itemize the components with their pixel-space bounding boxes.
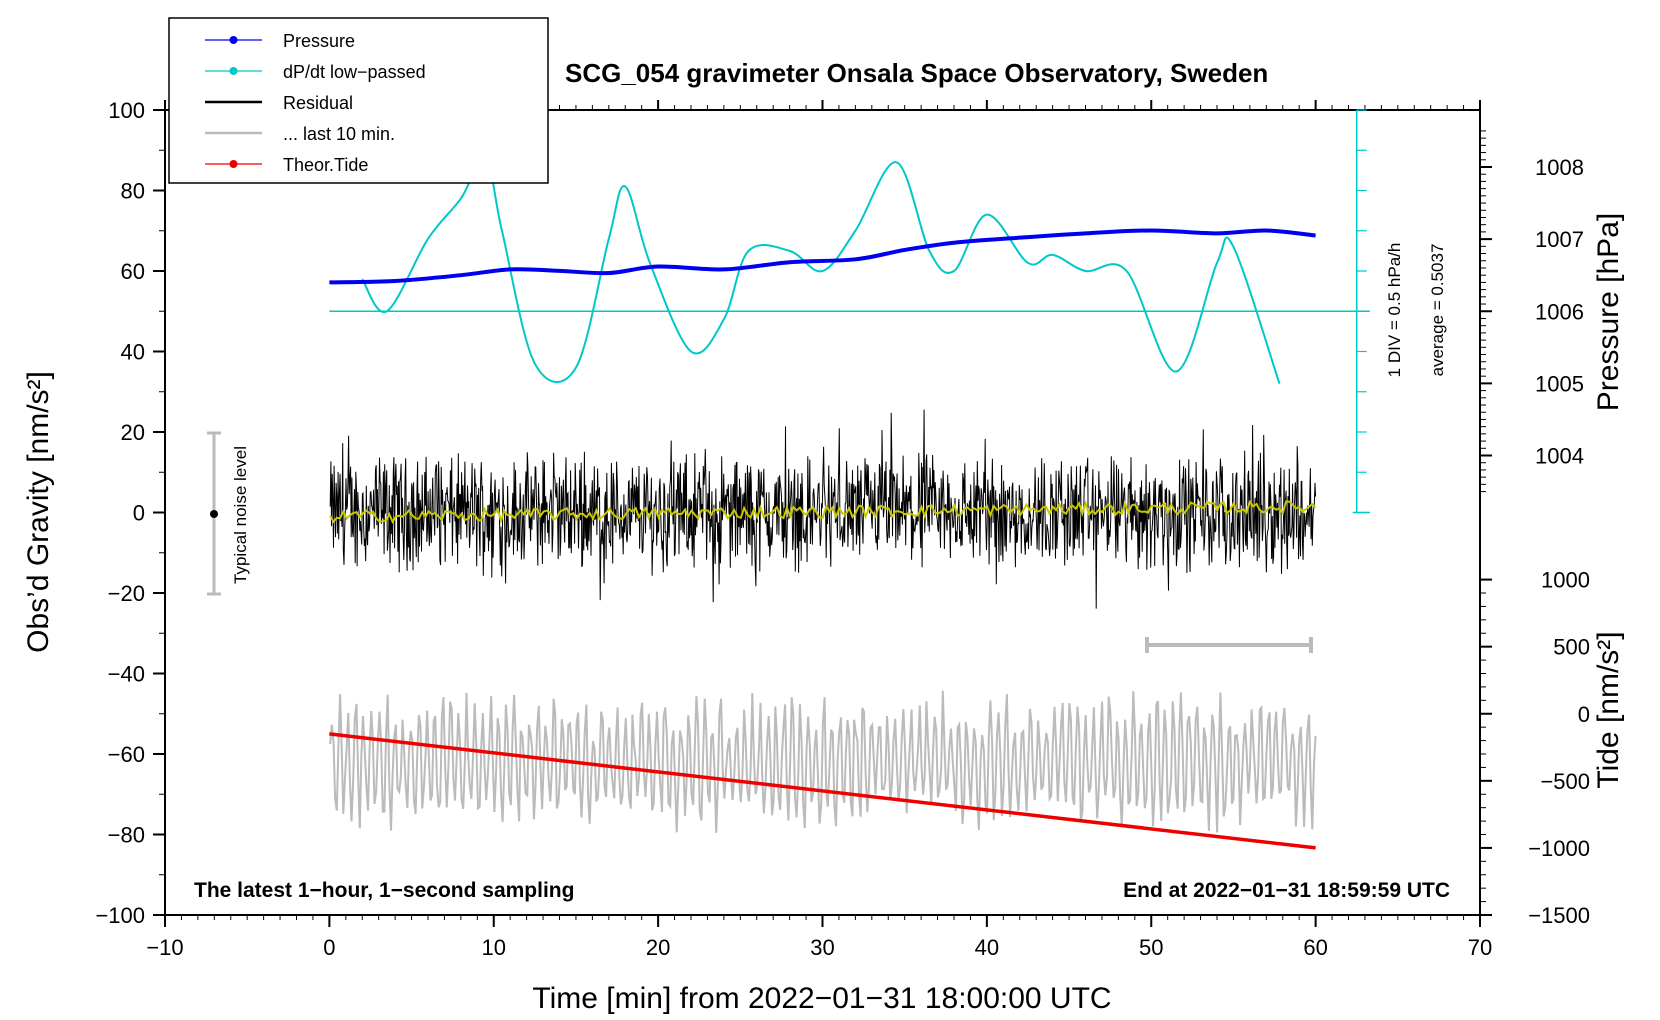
legend-entry: ... last 10 min. bbox=[205, 124, 395, 144]
average-label: average = 0.5037 bbox=[1428, 244, 1447, 377]
y-tick-label: 20 bbox=[121, 420, 145, 445]
y-tick-label: −20 bbox=[108, 581, 145, 606]
tide-tick-label: 500 bbox=[1553, 635, 1590, 660]
legend-label: Pressure bbox=[283, 31, 355, 51]
tide-line bbox=[329, 732, 1316, 850]
chart-title: SCG_054 gravimeter Onsala Space Observat… bbox=[565, 58, 1268, 88]
dpdt-scale-axis bbox=[329, 109, 1370, 514]
theoretical-tide-series bbox=[329, 732, 1316, 850]
y-tick-label: 60 bbox=[121, 259, 145, 284]
noise-level-indicator bbox=[207, 431, 221, 596]
pressure-tick-label: 1007 bbox=[1535, 227, 1584, 252]
x-tick-label: 20 bbox=[646, 935, 670, 960]
legend-entry: Pressure bbox=[205, 31, 355, 51]
legend-box bbox=[168, 17, 549, 184]
footnote-sampling: The latest 1−hour, 1−second sampling bbox=[194, 879, 574, 902]
y-axis-ticks-left: 100 80 60 40 20 0 −20 −40 −60 −80 −100 bbox=[95, 98, 165, 928]
x-tick-label: −10 bbox=[146, 935, 183, 960]
legend: Pressure dP/dt low−passed Residual ... last… bbox=[168, 17, 549, 184]
pressure-tick-label: 1005 bbox=[1535, 371, 1584, 396]
y-tick-label: 0 bbox=[133, 501, 145, 526]
residual-line bbox=[329, 409, 1317, 609]
y-tick-label: 100 bbox=[108, 98, 145, 123]
tide-tick-label: −500 bbox=[1540, 769, 1590, 794]
legend-label: dP/dt low−passed bbox=[283, 62, 426, 82]
x-axis-label: Time [min] from 2022−01−31 18:00:00 UTC bbox=[532, 982, 1111, 1015]
x-tick-label: 30 bbox=[810, 935, 834, 960]
x-tick-label: 40 bbox=[975, 935, 999, 960]
legend-entry: dP/dt low−passed bbox=[205, 62, 426, 82]
last-10-min-span-marker bbox=[1145, 637, 1313, 653]
tide-axis-ticks: 1000 500 0 −500 −1000 −1500 bbox=[1480, 568, 1590, 928]
legend-marker bbox=[229, 160, 238, 168]
tide-tick-label: 1000 bbox=[1541, 568, 1590, 593]
pressure-line bbox=[329, 228, 1316, 285]
pressure-tick-label: 1006 bbox=[1535, 299, 1584, 324]
residual-smoothed-series bbox=[329, 499, 1317, 525]
legend-entry: Theor.Tide bbox=[205, 155, 368, 175]
dpdt-series bbox=[361, 156, 1281, 385]
noise-level-label: Typical noise level bbox=[231, 446, 250, 584]
tide-tick-label: −1000 bbox=[1528, 836, 1590, 861]
y-tick-label: −80 bbox=[108, 823, 145, 848]
last-10-min-line bbox=[329, 690, 1317, 833]
y-tick-label: 40 bbox=[121, 340, 145, 365]
dpdt-line bbox=[361, 156, 1281, 385]
x-tick-label: 10 bbox=[482, 935, 506, 960]
x-tick-label: 0 bbox=[323, 935, 335, 960]
tide-tick-label: −1500 bbox=[1528, 903, 1590, 928]
residual-smoothed-line bbox=[329, 499, 1317, 525]
x-axis-ticks: −10 0 10 20 30 40 50 60 70 bbox=[146, 100, 1492, 960]
legend-marker bbox=[229, 67, 238, 75]
pressure-tick-label: 1004 bbox=[1535, 444, 1584, 469]
pressure-axis-label: Pressure [hPa] bbox=[1592, 213, 1625, 411]
pressure-tick-label: 1008 bbox=[1535, 155, 1584, 180]
pressure-series bbox=[329, 228, 1316, 285]
y-tick-label: 80 bbox=[121, 179, 145, 204]
y-axis-label-left: Obs’d Gravity [nm/s²] bbox=[22, 371, 55, 653]
y-tick-label: −40 bbox=[108, 662, 145, 687]
x-tick-label: 60 bbox=[1303, 935, 1327, 960]
residual-series bbox=[329, 409, 1317, 609]
legend-entry: Residual bbox=[205, 93, 353, 113]
y-tick-label: −60 bbox=[108, 742, 145, 767]
x-tick-label: 50 bbox=[1139, 935, 1163, 960]
x-tick-label: 70 bbox=[1468, 935, 1492, 960]
legend-label: Residual bbox=[283, 93, 353, 113]
tide-tick-label: 0 bbox=[1578, 702, 1590, 727]
pressure-axis-ticks: 1008 1007 1006 1005 1004 bbox=[1480, 130, 1584, 493]
legend-marker bbox=[229, 36, 238, 44]
div-scale-label: 1 DIV = 0.5 hPa/h bbox=[1385, 243, 1404, 378]
legend-label: ... last 10 min. bbox=[283, 124, 395, 144]
legend-label: Theor.Tide bbox=[283, 155, 368, 175]
footnote-end-time: End at 2022−01−31 18:59:59 UTC bbox=[1123, 879, 1450, 902]
y-tick-label: −100 bbox=[95, 903, 145, 928]
last-10-min-series bbox=[329, 690, 1317, 833]
tide-axis-label: Tide [nm/s²] bbox=[1592, 631, 1625, 788]
